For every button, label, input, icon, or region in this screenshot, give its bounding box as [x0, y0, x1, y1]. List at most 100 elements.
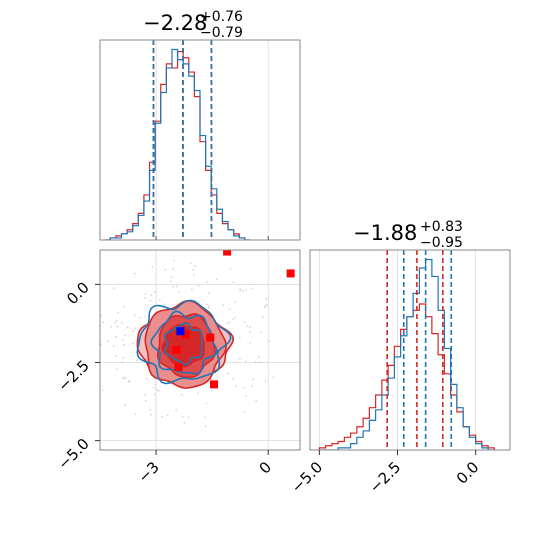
grid — [100, 250, 300, 450]
sample-point — [249, 331, 252, 333]
sample-point — [243, 411, 246, 413]
sample-point — [262, 316, 264, 319]
sample-point — [149, 409, 152, 412]
red-marker-5 — [206, 333, 215, 342]
sample-point — [124, 377, 127, 379]
sample-point — [149, 414, 152, 416]
sample-point — [252, 378, 255, 381]
sample-point — [238, 358, 241, 361]
sample-point — [113, 287, 115, 290]
sample-point — [93, 365, 95, 367]
sample-point — [204, 425, 207, 428]
y-tick-label-2: −5.0 — [54, 435, 92, 473]
sample-point — [210, 389, 213, 392]
sample-point — [120, 322, 123, 324]
sample-point — [234, 301, 237, 303]
grid — [318, 250, 477, 450]
sample-point — [161, 415, 163, 418]
sample-point — [208, 306, 210, 309]
marginal-histogram-param2: −5.0 −2.5 0.0 −1.88 +0.83 −0.95 — [288, 219, 511, 497]
sample-point — [264, 306, 267, 308]
sample-point — [245, 394, 248, 397]
sample-point — [265, 298, 268, 300]
sample-point — [91, 322, 93, 324]
sample-point — [134, 413, 137, 416]
sample-point — [206, 281, 208, 283]
sample-point — [187, 416, 190, 419]
red-marker-0 — [223, 250, 232, 256]
title-minus-param1: −0.79 — [200, 25, 243, 41]
sample-point — [132, 329, 135, 332]
sample-point — [100, 343, 102, 346]
sample-point — [144, 293, 147, 295]
title-plus-param1: +0.76 — [200, 9, 243, 25]
sample-point — [115, 368, 118, 371]
title-value-param2: −1.88 — [353, 221, 417, 245]
sample-point — [249, 341, 252, 344]
sample-point — [123, 306, 125, 309]
sample-point — [244, 321, 246, 324]
sample-point — [123, 334, 126, 337]
sample-point — [149, 300, 152, 302]
sample-point — [232, 280, 235, 283]
sample-point — [131, 342, 134, 345]
sample-point — [157, 390, 160, 392]
sample-point — [241, 290, 244, 293]
sample-point — [95, 322, 97, 324]
sample-point — [156, 388, 159, 391]
sample-point — [145, 377, 148, 380]
sample-point — [173, 259, 176, 262]
sample-point — [153, 291, 156, 294]
sample-point — [115, 319, 118, 322]
red-marker-1 — [286, 269, 295, 278]
sample-point — [144, 400, 147, 402]
x-tick-label-1: 0 — [256, 458, 275, 477]
sample-point — [133, 314, 136, 317]
sample-point — [144, 315, 147, 318]
sample-point — [238, 336, 241, 339]
sample-point — [272, 376, 275, 379]
axes-frame — [99, 39, 301, 241]
sample-point — [255, 399, 258, 402]
sample-point — [143, 297, 146, 299]
sample-point — [232, 318, 234, 321]
sample-point — [121, 361, 123, 364]
sample-point — [110, 326, 113, 328]
sample-point — [222, 304, 225, 306]
sample-point — [128, 381, 131, 384]
axes-frame — [99, 249, 301, 451]
sample-point — [101, 389, 104, 392]
x-tick-label-0: −5.0 — [288, 458, 326, 496]
sample-point — [150, 294, 153, 296]
sample-point — [144, 393, 146, 396]
sample-point — [193, 274, 196, 276]
title-plus-param2: +0.83 — [420, 219, 463, 235]
sample-point — [191, 288, 193, 291]
sample-point — [153, 393, 156, 396]
y-tick-label-0: 0.0 — [63, 278, 93, 308]
marginal-histogram-param1: −2.28 +0.76 −0.79 — [99, 9, 301, 241]
sample-point — [177, 290, 180, 293]
sample-point — [265, 304, 268, 306]
sample-point — [239, 289, 242, 292]
sample-point — [246, 325, 249, 328]
sample-point — [189, 262, 192, 265]
sample-point — [133, 272, 136, 275]
sample-point — [257, 355, 260, 358]
sample-point — [96, 363, 98, 365]
sample-point — [228, 321, 231, 324]
sample-point — [154, 383, 157, 386]
grid — [155, 40, 269, 240]
red-marker-4 — [174, 363, 183, 372]
sample-point — [206, 303, 208, 306]
sample-point — [169, 280, 172, 283]
red-marker-7 — [210, 380, 219, 389]
sample-point — [194, 265, 197, 268]
sample-point — [228, 308, 231, 311]
sample-point — [122, 339, 125, 342]
sample-point — [166, 414, 169, 417]
sample-point — [114, 321, 117, 324]
red-marker-6 — [181, 330, 190, 339]
sample-point — [134, 327, 137, 330]
